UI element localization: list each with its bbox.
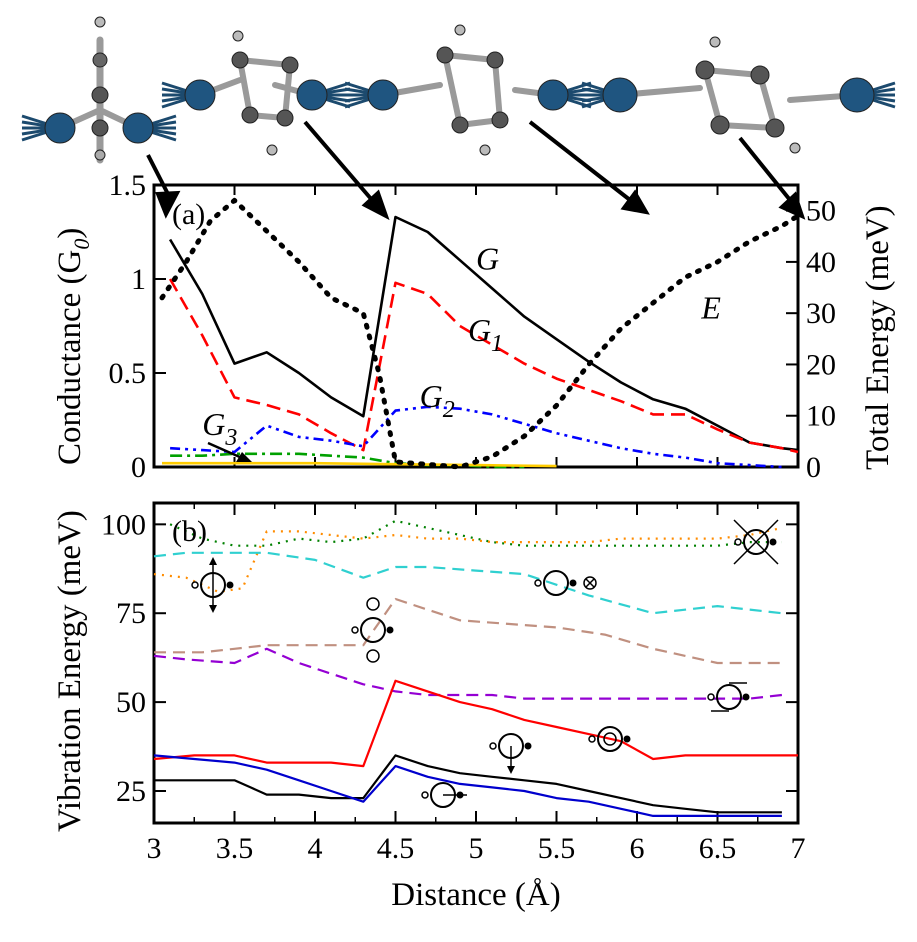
a-ytick-right-label: 40 — [806, 246, 836, 279]
panel-a: 0 0.5 1 1.5 0 10 20 30 40 50 G G1 G2 G3 E (a) Conduct… — [52, 169, 896, 484]
series-g — [168, 215, 799, 452]
series-e — [159, 197, 801, 470]
curve-label-g2: G2 — [420, 378, 455, 423]
curve-label-g3: G3 — [202, 406, 237, 451]
a-ytick-label: 1 — [131, 263, 146, 296]
a-ytick-right-label: 50 — [806, 195, 836, 228]
b-xtick-label: 4 — [308, 832, 323, 865]
mode-icon — [351, 597, 394, 663]
vibration-mode-line-3 — [153, 551, 783, 615]
vibration-mode-line-7 — [154, 754, 782, 814]
vibration-mode-icons — [191, 519, 779, 808]
mode-icon — [489, 733, 532, 774]
a-ytick-right-label: 0 — [806, 451, 821, 484]
molecule-structures — [21, 16, 896, 164]
panel-b-label: (b) — [172, 515, 207, 548]
curve-label-g: G — [476, 241, 499, 277]
vibration-mode-line-1 — [169, 519, 782, 547]
a-ytick-right-label: 20 — [806, 348, 836, 381]
panel-b: 3 3.5 4 4.5 5 5.5 6 6.5 7 25 50 75 100 (b) Vibration… — [52, 501, 806, 913]
mode-icon — [421, 782, 467, 808]
a-ytick-label: 0.5 — [109, 357, 147, 390]
b-xtick-label: 3.5 — [216, 832, 254, 865]
a-ytick-right-label: 10 — [806, 400, 836, 433]
vibration-mode-line-2 — [153, 526, 783, 594]
panel-a-label: (a) — [172, 198, 205, 231]
panel-a-ylabel-right: Total Energy (meV) — [860, 205, 896, 470]
vibration-mode-line-8 — [153, 754, 782, 818]
a-ytick-label: 1.5 — [109, 169, 147, 202]
mode-icon — [707, 682, 750, 712]
series-g2 — [170, 405, 782, 469]
series-g1 — [168, 278, 799, 454]
vibration-mode-line-4 — [154, 597, 782, 665]
x-axis-label: Distance (Å) — [391, 876, 561, 913]
mode-icon — [733, 519, 779, 565]
series-g4 — [162, 461, 557, 468]
pointer-arrows — [146, 120, 806, 221]
a-ytick-label: 0 — [131, 451, 146, 484]
panel-b-series — [153, 519, 798, 818]
series-g3 — [170, 452, 525, 469]
b-ytick-label: 100 — [101, 508, 146, 541]
b-ytick-label: 75 — [116, 597, 146, 630]
g3-pointer-line — [207, 441, 243, 460]
b-ytick-label: 25 — [116, 775, 146, 808]
panel-a-ticks: 0 0.5 1 1.5 0 10 20 30 40 50 — [109, 169, 837, 484]
vibration-mode-line-6 — [153, 679, 798, 768]
panel-b-ylabel: Vibration Energy (meV) — [52, 510, 88, 832]
mode-icon — [534, 570, 597, 596]
a-ytick-right-label: 30 — [806, 297, 836, 330]
mode-icon — [588, 726, 631, 752]
curve-label-e: E — [700, 289, 721, 325]
curve-label-g1: G1 — [468, 312, 503, 357]
mode-icon — [191, 557, 234, 613]
b-xtick-label: 4.5 — [377, 832, 415, 865]
b-xtick-label: 6 — [630, 832, 645, 865]
b-xtick-label: 5.5 — [538, 832, 576, 865]
b-xtick-label: 6.5 — [699, 832, 737, 865]
b-xtick-label: 3 — [147, 832, 162, 865]
b-xtick-label: 5 — [469, 832, 484, 865]
b-ytick-label: 50 — [116, 686, 146, 719]
b-xtick-label: 7 — [791, 832, 806, 865]
panel-a-ylabel-left: Conductance (G0) — [52, 228, 94, 465]
panel-a-curve-labels: G G1 G2 G3 E — [202, 241, 721, 451]
panel-a-series — [159, 197, 801, 470]
vibration-mode-line-5 — [153, 647, 783, 700]
panel-b-ticks: 3 3.5 4 4.5 5 5.5 6 6.5 7 25 50 75 100 — [101, 503, 806, 865]
g3-pointer-arrowhead — [236, 452, 252, 462]
